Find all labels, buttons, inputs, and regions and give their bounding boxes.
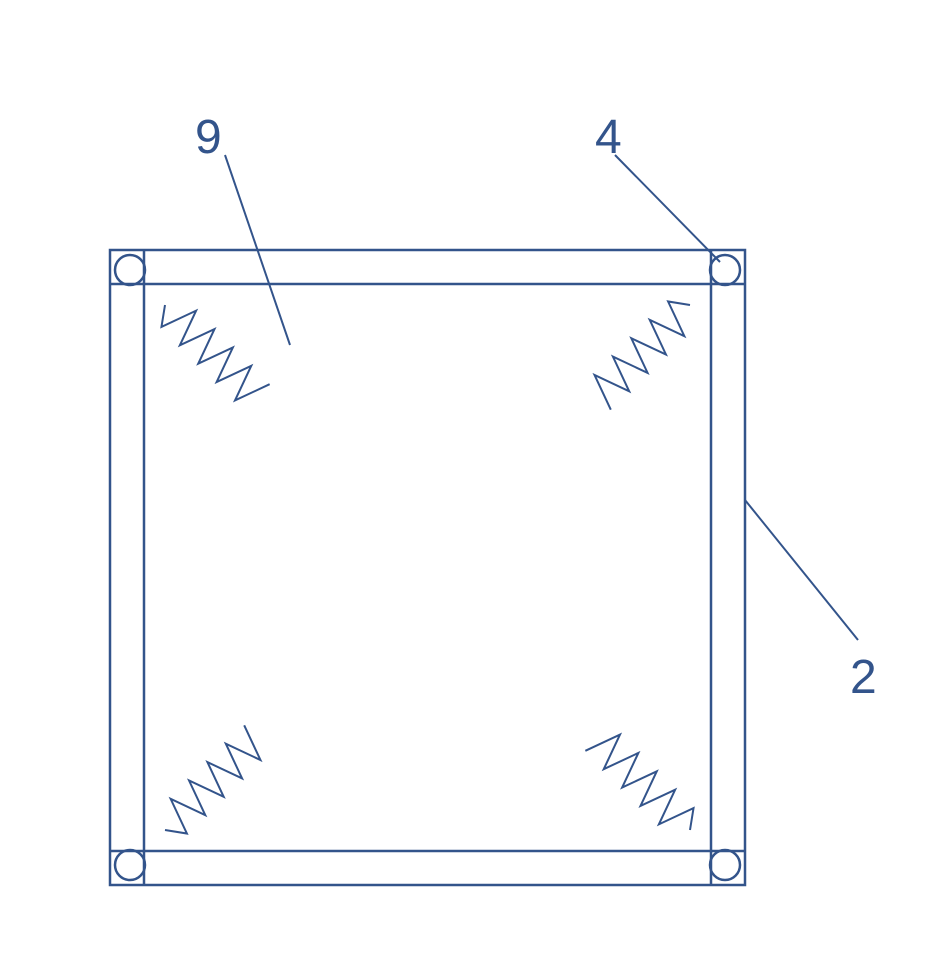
- technical-diagram: [0, 0, 936, 968]
- leader-lines: [225, 155, 858, 640]
- corner-circles: [115, 255, 740, 880]
- springs: [161, 301, 693, 833]
- callout-label-2: 2: [850, 650, 877, 705]
- callout-label-9: 9: [195, 110, 222, 165]
- corner-dividers: [110, 250, 745, 885]
- square-frame: [110, 250, 745, 885]
- callout-label-4: 4: [595, 110, 622, 165]
